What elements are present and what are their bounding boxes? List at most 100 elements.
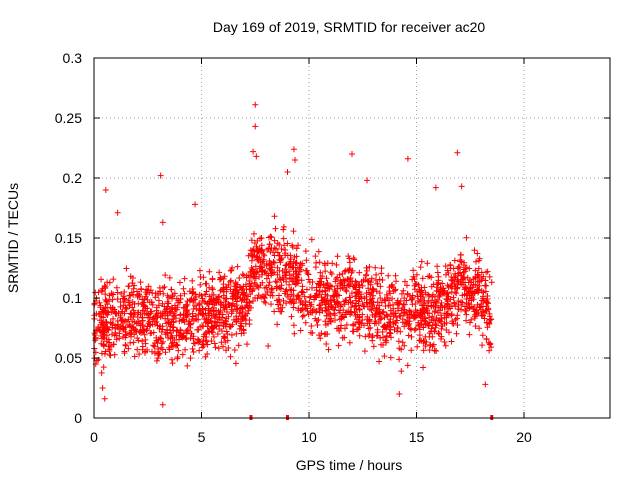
data-point [262,299,269,306]
data-point [209,285,216,292]
data-point [95,323,102,330]
data-point [337,285,344,292]
data-point [466,295,473,302]
data-point [216,326,223,333]
data-point [133,328,140,335]
data-point [288,299,295,306]
data-point [312,264,319,271]
data-point [179,317,186,324]
data-point [202,291,209,298]
data-point [377,295,384,302]
data-point [210,308,217,315]
data-point [248,264,255,271]
data-point [259,271,266,278]
data-point [263,262,270,269]
x-tick-label: 5 [198,429,206,445]
data-point [252,101,259,108]
data-point [376,309,383,316]
data-point [473,258,480,265]
data-point [99,335,106,342]
data-point [326,286,333,293]
data-point [420,294,427,301]
data-point [123,305,130,312]
data-point [237,310,244,317]
data-point [163,329,170,336]
data-point [153,357,160,364]
data-point [474,250,481,257]
data-point [295,305,302,312]
data-point [268,264,275,271]
data-point [403,297,410,304]
data-point [136,351,143,358]
data-point [258,234,265,241]
data-point [332,275,339,282]
data-point [100,364,107,371]
data-point [352,278,359,285]
data-point [207,298,214,305]
data-point [299,313,306,320]
data-point [260,251,267,258]
data-point [472,323,479,330]
data-point [368,289,375,296]
data-point [341,301,348,308]
data-point [385,272,392,279]
data-point [376,358,383,365]
data-point [251,239,258,246]
data-point [376,302,383,309]
data-point [480,297,487,304]
data-point [141,310,148,317]
data-point [301,293,308,300]
data-point [202,306,209,313]
data-point [237,322,244,329]
data-point [199,306,206,313]
data-point [329,260,336,267]
data-point [444,296,451,303]
data-point [414,343,421,350]
data-point [438,299,445,306]
data-point [286,281,293,288]
data-point [267,292,274,299]
data-point [402,319,409,326]
data-point [224,337,231,344]
data-point [259,266,266,273]
data-point [381,353,388,360]
data-point [487,340,494,347]
data-point [360,303,367,310]
data-point [295,242,302,249]
data-point [122,299,129,306]
data-point [278,246,285,253]
data-point [297,266,304,273]
data-point [479,342,486,349]
data-point [186,317,193,324]
data-point [236,275,243,282]
data-point [446,329,453,336]
data-point [103,297,110,304]
data-point [463,317,470,324]
data-point [394,299,401,306]
data-point [349,299,356,306]
data-point [98,288,105,295]
data-point [99,385,106,391]
y-tick-label: 0.1 [63,290,83,306]
data-point [266,241,273,248]
data-point [107,352,114,359]
data-point [366,331,373,338]
data-point [137,279,144,286]
data-point [164,310,171,317]
data-point [344,282,351,289]
x-tick-label: 15 [409,429,425,445]
data-point [433,287,440,294]
data-point [97,302,104,309]
data-point [421,284,428,291]
data-point [437,335,444,342]
data-point [125,345,132,352]
data-point [317,269,324,276]
data-point [436,331,443,338]
data-point [343,309,350,316]
data-point [115,310,122,317]
data-point [130,285,137,292]
data-point [290,146,297,153]
data-point [218,301,225,308]
data-point [224,331,231,338]
data-point [353,282,360,289]
